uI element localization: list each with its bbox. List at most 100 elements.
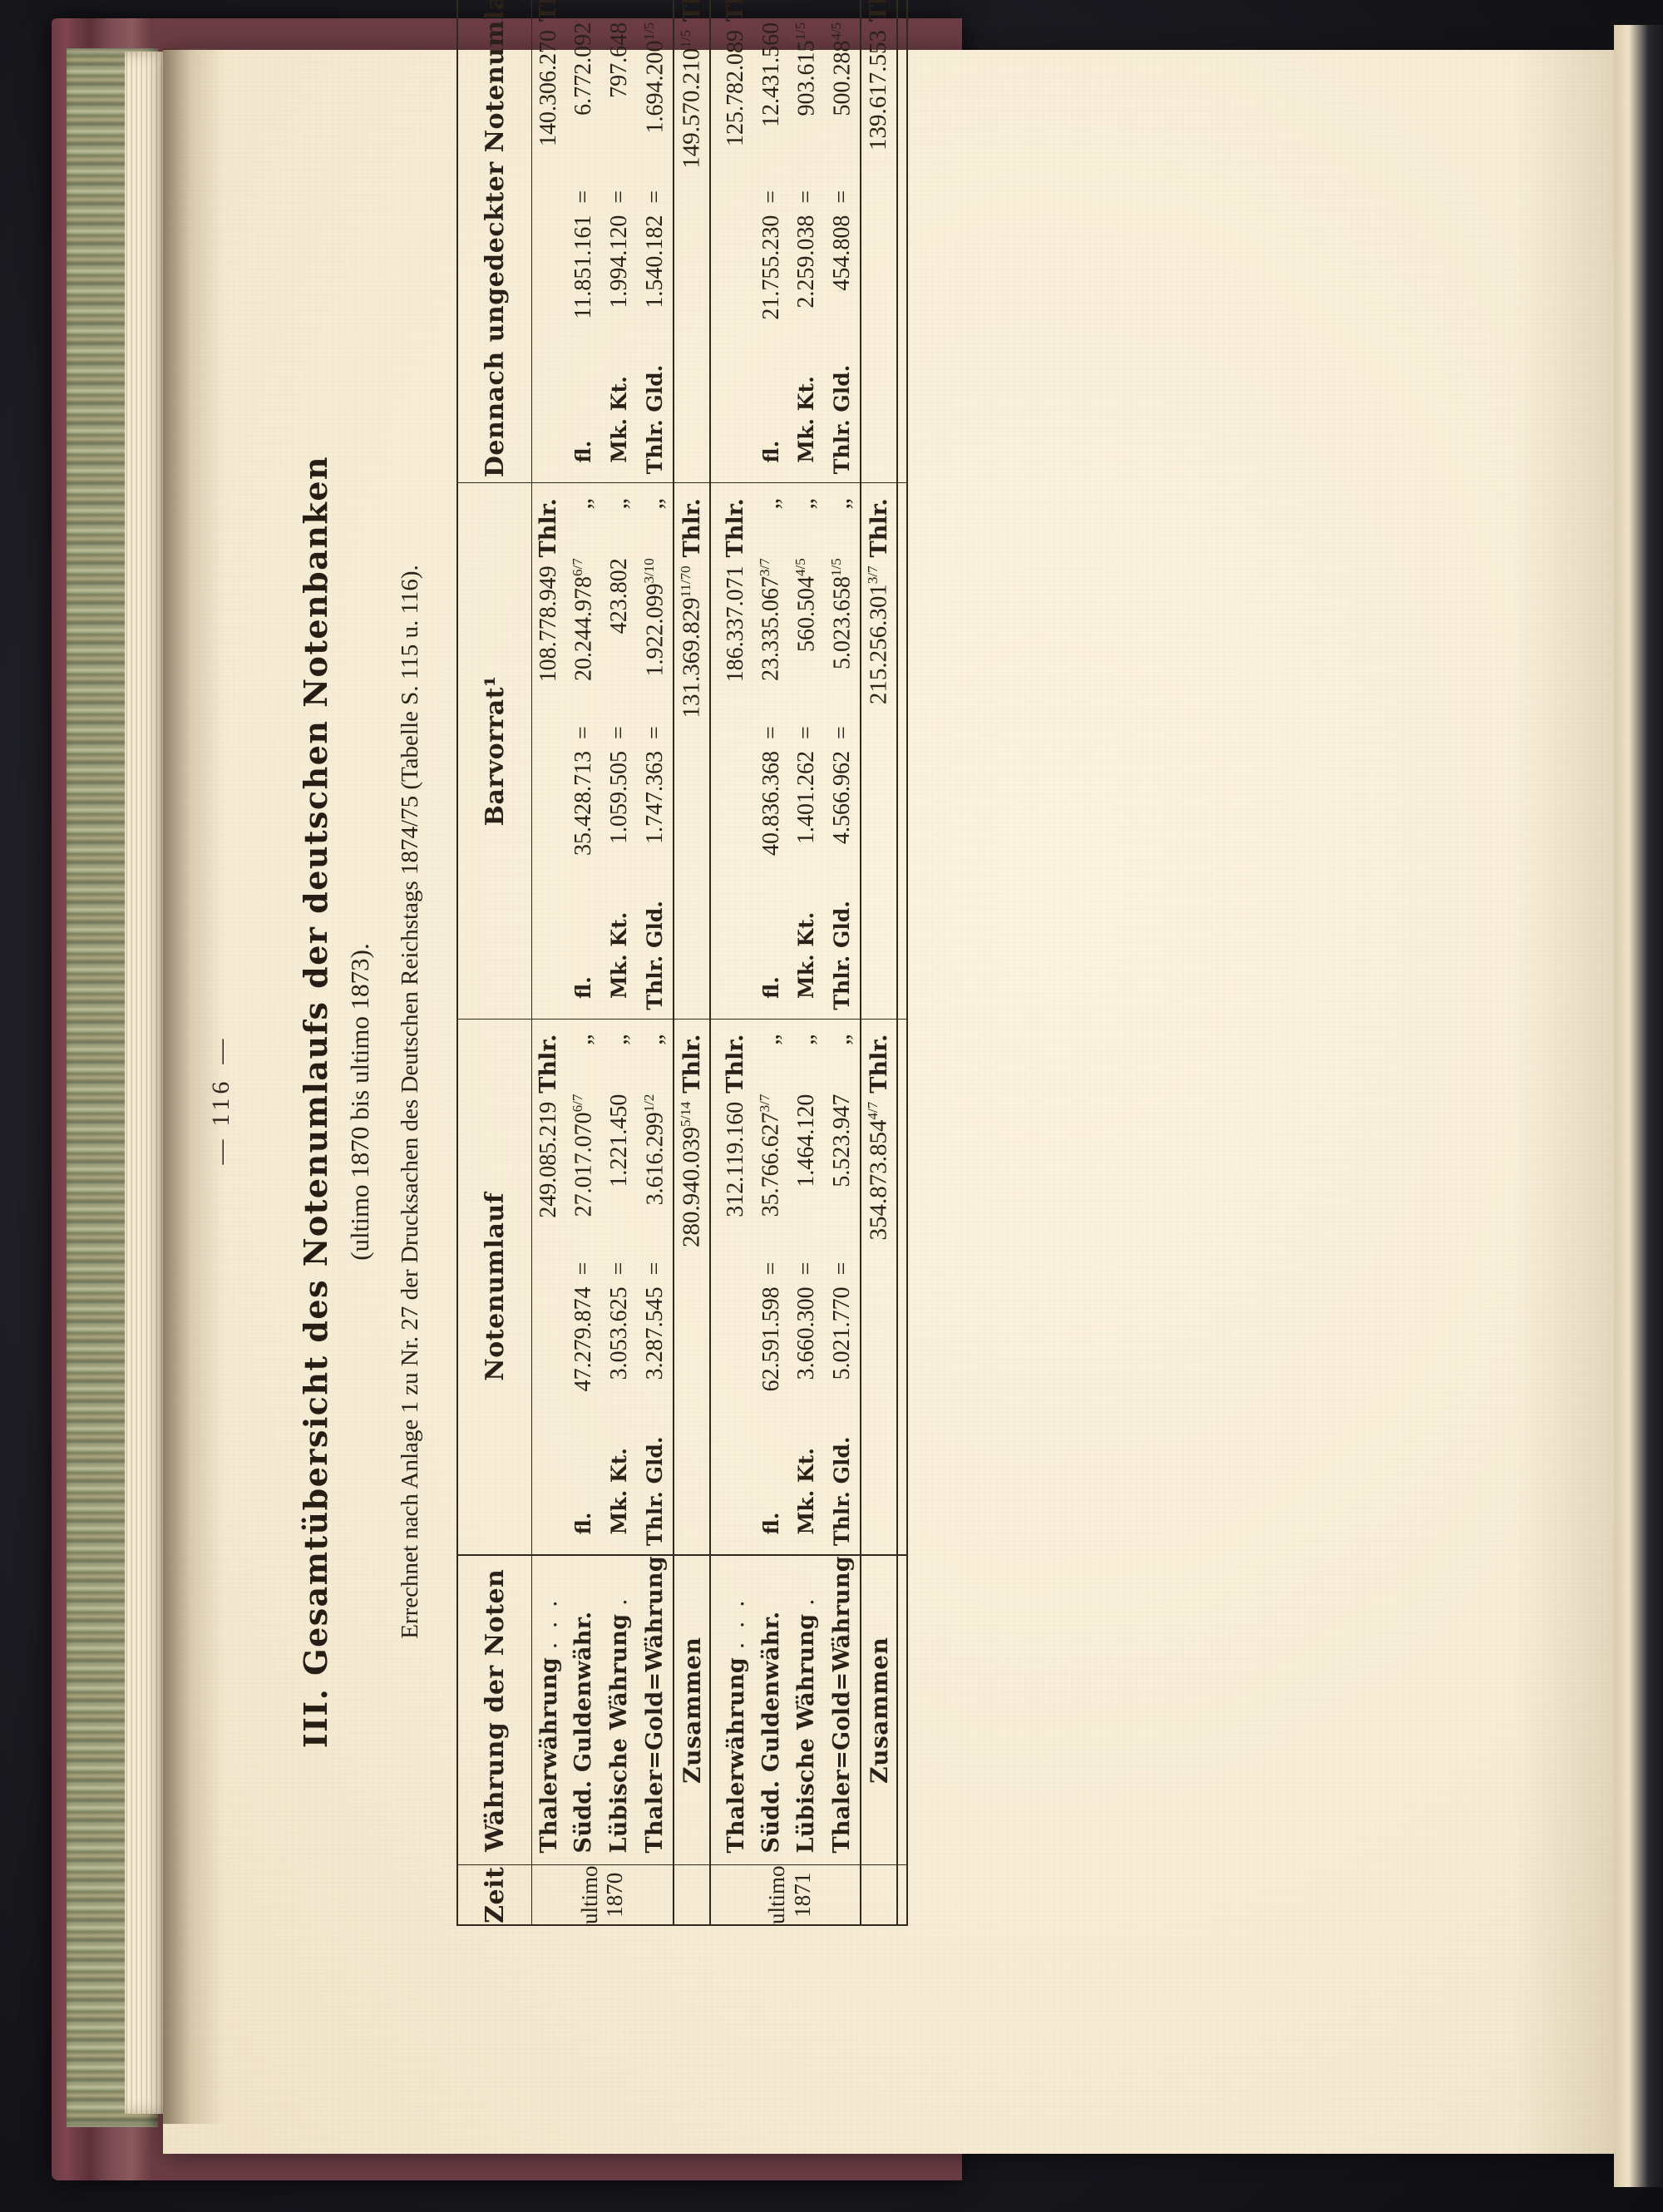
amount-converted: 125.782.089 (722, 29, 748, 146)
unit-label: „ (756, 1034, 784, 1045)
separator-cell (709, 1554, 719, 1865)
equals-sign: = (605, 726, 632, 739)
unit-label: „ (640, 0, 669, 22)
amount-converted: 249.085.219 (535, 1101, 561, 1218)
value-line: 139.617.553Thlr. (865, 0, 893, 474)
amount-converted: 140.306.270 (535, 29, 561, 146)
page-number-dash-left: — (206, 1139, 234, 1165)
value-line: 354.873.8544/7 Thlr. (865, 1034, 893, 1546)
amount-original: 3.660.300 (792, 1286, 819, 1380)
notenumlauf-table: Zeit Währung der Noten Notenumlauf Barvo… (456, 0, 908, 1926)
zeit-cell: ultimo 1871 (718, 1864, 861, 1925)
amount-converted: 6.772.092 (570, 22, 596, 116)
value-line: Mk. Kt. 1.994.120 = 797.648„ (605, 0, 634, 474)
amount-converted: 1.694.2001/5 (640, 22, 668, 134)
unit-label: Thlr. (722, 498, 748, 558)
separator-cell (896, 1019, 907, 1555)
table-row: Südd. Guldenwähr. fl. 47.279.874 = 27.017.07… (565, 0, 601, 1925)
table-head: Zeit Währung der Noten Notenumlauf Barvo… (456, 0, 531, 1925)
book-page: — 116 — III. Gesamtübersicht des Notenumla… (163, 0, 1614, 2154)
header-ungedeckt: Dennach ungedeckter Notenumlauf¹ (456, 0, 531, 483)
amount-original: 1.747.363 (641, 751, 668, 844)
value-line: Thlr. Gld. 454.808 = 500.2884/5„ (827, 0, 856, 474)
page-number-value: 116 (206, 1077, 234, 1127)
currency-row-label: Südd. Guldenwähr. (753, 1554, 788, 1865)
value-line: Mk. Kt. 1.401.262 = 560.5044/5 „ (792, 498, 821, 1010)
amount-converted: 5.523.947 (828, 1094, 855, 1187)
unit-label: „ (604, 498, 632, 510)
currency-label: fl. (570, 440, 595, 463)
sum-value-cell: 139.617.553Thlr. (860, 0, 897, 483)
unit-label: „ (568, 1034, 596, 1045)
zeit-year: 1870 (601, 1872, 627, 1918)
separator-cell (709, 1019, 719, 1555)
unit-label: Thlr. (535, 1034, 561, 1094)
currency-label: Mk. Kt. (793, 376, 818, 463)
amount-converted: 5.023.6581/5 (827, 558, 855, 669)
zeit-cell: ultimo 1870 (531, 1864, 674, 1925)
currency-label: Mk. Kt. (793, 1448, 818, 1535)
zeit-ultimo: ultimo (576, 1865, 602, 1924)
amount-original: 62.591.598 (757, 1286, 784, 1392)
value-line: Thlr. Gld. 1.540.182 = 1.694.2001/5„ (640, 0, 669, 474)
value-line: 186.337.071 Thlr. (723, 498, 749, 1010)
table-row: Lübische Währung . Mk. Kt. 3.053.625 = 1.221… (600, 0, 637, 1925)
value-line: 312.119.160 Thlr. (723, 1034, 749, 1546)
equals-sign: = (792, 726, 819, 739)
amount-converted: 903.6151/5 (792, 22, 819, 116)
unit-label: „ (791, 498, 819, 510)
amount-converted: 500.2884/5 (827, 22, 855, 116)
value-cell: 140.306.270Thlr. (531, 0, 565, 483)
value-cell: 249.085.219 Thlr. (531, 1019, 565, 1555)
unit-label: „ (827, 498, 855, 510)
value-line: 140.306.270Thlr. (535, 0, 562, 474)
equals-sign: = (828, 1262, 855, 1276)
equals-sign: = (641, 1262, 668, 1276)
currency-label: fl. (570, 1512, 595, 1535)
amount-converted: 12.431.560 (757, 22, 784, 127)
amount-original: 47.279.874 (570, 1286, 596, 1392)
value-line: Mk. Kt. 3.660.300 = 1.464.120 „ (792, 1034, 821, 1546)
unit-label: „ (639, 498, 668, 510)
currency-label: Thlr. Gld. (642, 901, 667, 1010)
currency-label: Thlr. Gld. (642, 1436, 667, 1546)
table-body: ultimo 1870 Thalerwährung . . . 249.085.219… (531, 0, 907, 1925)
equals-sign: = (570, 190, 596, 204)
value-line: Mk. Kt. 2.259.038 = 903.6151/5„ (792, 0, 821, 474)
sum-label: Zusammen (860, 1554, 897, 1865)
equals-sign: = (570, 1262, 596, 1276)
amount-converted: 797.648 (605, 22, 632, 98)
amount-original: 3.287.545 (641, 1286, 668, 1380)
unit-label: Thlr. (866, 498, 892, 558)
sum-value-cell: 280.940.0395/14 Thlr. (673, 1019, 710, 1555)
amount-converted: 131.369.82911/70 (677, 565, 705, 718)
value-line: fl. 21.755.230 = 12.431.560„ (756, 0, 785, 474)
amount-converted: 149.570.2101/5 (677, 29, 705, 169)
amount-converted: 354.873.8544/7 (864, 1101, 892, 1241)
value-cell: Mk. Kt. 3.660.300 = 1.464.120 „ (787, 1019, 824, 1555)
amount-original: 40.836.368 (757, 751, 784, 856)
value-cell: Mk. Kt. 3.053.625 = 1.221.450 „ (600, 1019, 637, 1555)
currency-label: Thlr. Gld. (829, 364, 854, 475)
header-notenumlauf: Notenumlauf (456, 1019, 531, 1555)
value-cell: Thlr. Gld. 454.808 = 500.2884/5„ (823, 0, 861, 483)
amount-converted: 312.119.160 (722, 1101, 748, 1217)
unit-label: „ (791, 1034, 819, 1045)
unit-label: „ (827, 1034, 855, 1045)
currency-label: fl. (758, 976, 783, 999)
currency-row-label: Thalerwährung . . . (718, 1554, 753, 1865)
value-cell: 186.337.071 Thlr. (718, 482, 753, 1020)
sum-value-cell: 149.570.2101/5Thlr. (673, 0, 710, 483)
header-barvorrat: Barvorrat¹ (456, 482, 531, 1020)
value-cell: Thlr. Gld. 1.747.363 = 1.922.0993/10 „ (636, 482, 674, 1020)
unit-label: Thlr. (679, 0, 704, 30)
currency-label: Mk. Kt. (793, 911, 818, 999)
amount-converted: 215.256.3013/7 (864, 565, 892, 705)
value-cell: Thlr. Gld. 4.566.962 = 5.023.6581/5 „ (823, 482, 861, 1020)
amount-original: 4.566.962 (828, 751, 855, 844)
unit-label: „ (569, 0, 598, 22)
amount-original: 1.994.120 (605, 215, 632, 309)
equals-sign: = (828, 726, 855, 739)
equals-sign: = (757, 726, 784, 739)
unit-label: Thlr. (866, 1034, 892, 1094)
